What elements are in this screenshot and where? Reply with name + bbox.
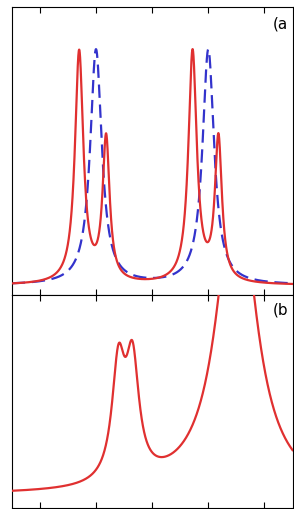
X-axis label: Gate potential: Gate potential xyxy=(100,316,205,331)
Text: (b: (b xyxy=(273,301,288,317)
Text: (a: (a xyxy=(273,16,288,31)
